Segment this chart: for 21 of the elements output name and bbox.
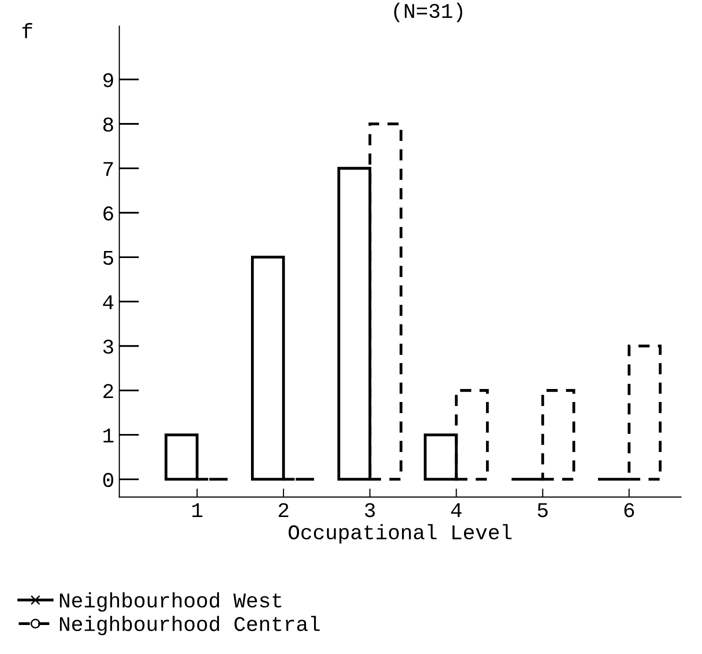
x-axis-title: Occupational Level <box>288 524 512 544</box>
x-tick-label: 6 <box>624 503 634 518</box>
y-tick-label: 0 <box>103 472 114 488</box>
x-tick-label: 1 <box>192 503 202 517</box>
y-tick-label: 5 <box>103 250 114 265</box>
legend-label: Neighbourhood Central <box>60 616 320 636</box>
x-tick-label: 5 <box>538 503 548 518</box>
y-tick-label: 3 <box>103 340 114 354</box>
x-tick-label: 2 <box>278 503 288 517</box>
x-tick-label: 3 <box>364 503 375 518</box>
y-tick-label: 2 <box>103 384 114 398</box>
y-tick-label: 6 <box>104 206 114 220</box>
y-tick-label: 8 <box>103 118 114 132</box>
chart-title: (N=31) <box>394 2 462 22</box>
y-tick-label: 1 <box>103 428 114 442</box>
y-tick-label: 9 <box>103 73 114 88</box>
y-tick-label: 4 <box>103 295 114 310</box>
legend-label: Neighbourhood West <box>60 592 282 612</box>
x-tick-label: 4 <box>451 503 462 517</box>
y-tick-label: 7 <box>104 162 113 176</box>
y-axis-title: f <box>22 22 32 38</box>
